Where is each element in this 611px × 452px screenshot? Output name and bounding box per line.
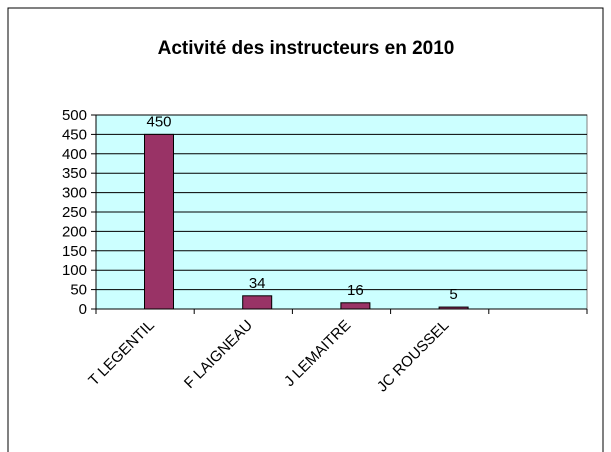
- chart-title: Activité des instructeurs en 2010: [158, 38, 455, 59]
- data-label: 34: [249, 275, 266, 292]
- chart-frame: [7, 7, 604, 452]
- y-tick-label: 100: [62, 262, 87, 279]
- y-tick-label: 200: [62, 223, 87, 240]
- y-tick-label: 400: [62, 146, 87, 163]
- y-tick-label: 150: [62, 243, 87, 260]
- data-label: 5: [449, 286, 457, 303]
- y-tick-label: 500: [62, 107, 87, 124]
- bar: [144, 133, 174, 310]
- bar: [242, 295, 273, 310]
- y-tick-label: 450: [62, 126, 87, 143]
- bar: [438, 306, 469, 310]
- y-tick-label: 0: [79, 301, 87, 318]
- bar: [340, 302, 371, 310]
- y-tick-label: 50: [70, 282, 87, 299]
- data-label: 16: [347, 282, 364, 299]
- data-label: 450: [146, 113, 171, 130]
- y-tick-label: 350: [62, 165, 87, 182]
- y-tick-label: 250: [62, 204, 87, 221]
- y-tick-label: 300: [62, 185, 87, 202]
